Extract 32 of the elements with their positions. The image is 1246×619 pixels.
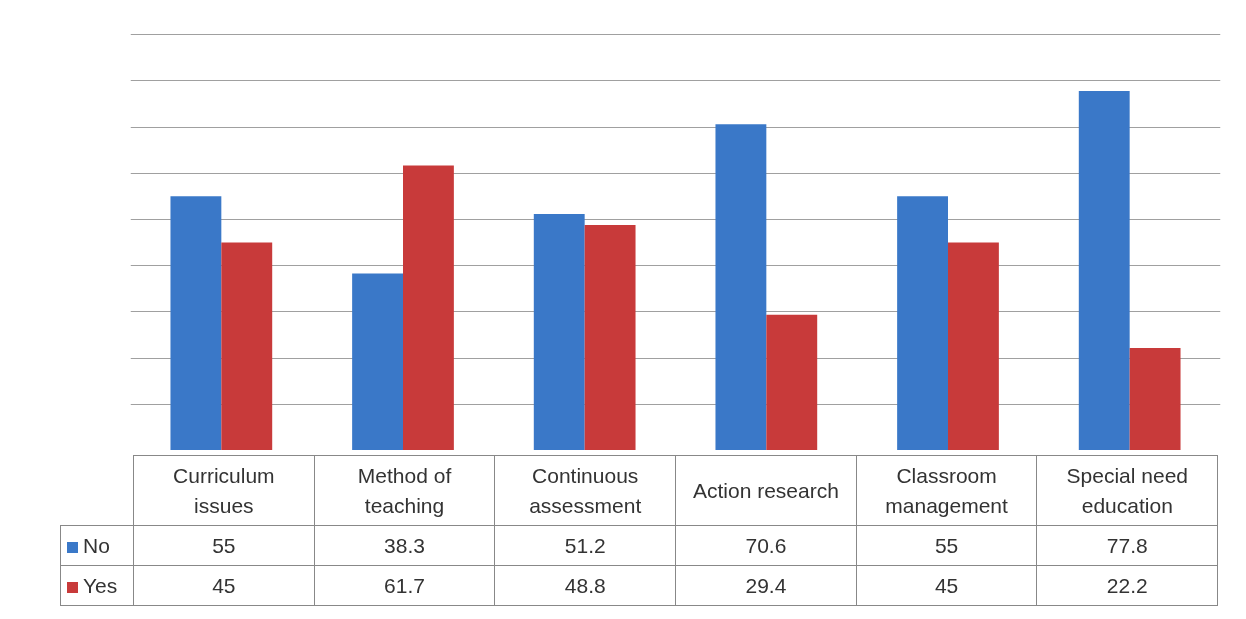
bar [352, 273, 403, 450]
bar [1078, 91, 1130, 450]
bar [948, 242, 999, 450]
data-label: 61.7 [314, 565, 495, 606]
x-tick-label: Special need education [1036, 455, 1218, 526]
bar [766, 314, 818, 450]
bar [715, 124, 767, 450]
data-label: 77.8 [1036, 525, 1218, 566]
x-tick-label: Classroom management [856, 455, 1037, 526]
data-label: 51.2 [494, 525, 676, 566]
bar [170, 196, 222, 450]
legend-label: No [60, 525, 134, 566]
x-tick-label: Method of teaching [314, 455, 495, 526]
data-label: 29.4 [675, 565, 857, 606]
bar [403, 165, 454, 450]
data-label: 45 [856, 565, 1037, 606]
bar [1129, 347, 1181, 450]
data-label: 70.6 [675, 525, 857, 566]
data-label: 55 [133, 525, 315, 566]
x-tick-label: Curriculum issues [133, 455, 315, 526]
data-label: 38.3 [314, 525, 495, 566]
data-label: 48.8 [494, 565, 676, 606]
bar [584, 225, 636, 450]
x-tick-label: Continuous assessment [494, 455, 676, 526]
bar [533, 213, 585, 450]
legend-label: Yes [60, 565, 134, 606]
data-label: 55 [856, 525, 1037, 566]
data-label: 45 [133, 565, 315, 606]
data-label: 22.2 [1036, 565, 1218, 606]
bar [897, 196, 948, 450]
bar [221, 242, 273, 450]
x-tick-label: Action research [675, 455, 857, 526]
